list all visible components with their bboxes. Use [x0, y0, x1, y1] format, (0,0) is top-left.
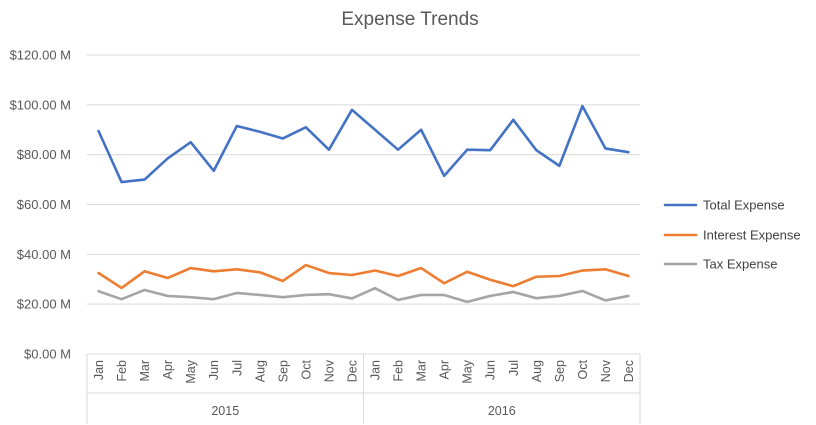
series-line-total-expense: [97, 104, 630, 184]
x-group-label: 2015: [211, 404, 239, 418]
y-tick-label: $20.00 M: [17, 297, 71, 312]
x-tick-label: Nov: [599, 359, 613, 382]
x-tick-label: Dec: [345, 360, 359, 382]
x-tick-label: Feb: [392, 360, 406, 382]
legend-label: Interest Expense: [703, 228, 801, 243]
x-tick-label: Apr: [161, 360, 175, 379]
x-tick-label: Sep: [276, 360, 290, 382]
y-tick-label: $0.00 M: [24, 347, 71, 362]
y-axis: $0.00 M $20.00 M $40.00 M $60.00 M $80.00 M $…: [10, 48, 71, 362]
y-tick-label: $80.00 M: [17, 147, 71, 162]
y-tick-label: $120.00 M: [10, 48, 71, 63]
y-tick-label: $100.00 M: [10, 97, 71, 112]
x-tick-label: Mar: [138, 360, 152, 382]
x-tick-label: Nov: [322, 359, 336, 382]
x-tick-label: Jan: [369, 360, 383, 380]
x-tick-label: Oct: [299, 359, 313, 379]
gridlines: [87, 54, 640, 355]
x-tick-label: Aug: [530, 360, 544, 382]
series-line-interest-expense: [97, 263, 630, 290]
y-tick-label: $60.00 M: [17, 197, 71, 212]
x-tick-label: Feb: [115, 360, 129, 382]
legend-label: Total Expense: [703, 198, 785, 213]
series-line-tax-expense: [97, 286, 630, 304]
x-tick-label: Jan: [92, 360, 106, 380]
x-tick-label: Aug: [253, 360, 267, 382]
legend-label: Tax Expense: [703, 257, 777, 272]
x-tick-label: Sep: [553, 360, 567, 382]
x-axis: Jan Feb Mar Apr May Jun Jul Aug Sep Oct Nov Dec 2015…: [86, 354, 641, 424]
y-tick-label: $40.00 M: [17, 247, 71, 262]
series-lines: [97, 104, 630, 304]
x-tick-label: Apr: [438, 360, 452, 379]
x-tick-label: Jun: [207, 360, 221, 380]
x-tick-label: May: [184, 359, 198, 383]
x-tick-label: May: [461, 359, 475, 383]
x-tick-label: Dec: [622, 360, 636, 382]
x-group-label: 2016: [488, 404, 516, 418]
x-tick-label: Jul: [230, 360, 244, 376]
x-tick-label: Jun: [484, 360, 498, 380]
x-tick-label: Mar: [415, 360, 429, 382]
x-tick-label: Jul: [507, 360, 521, 376]
chart-title: Expense Trends: [341, 9, 478, 30]
x-tick-label: Oct: [576, 359, 590, 379]
legend: Total Expense Interest Expense Tax Expense: [663, 198, 801, 272]
